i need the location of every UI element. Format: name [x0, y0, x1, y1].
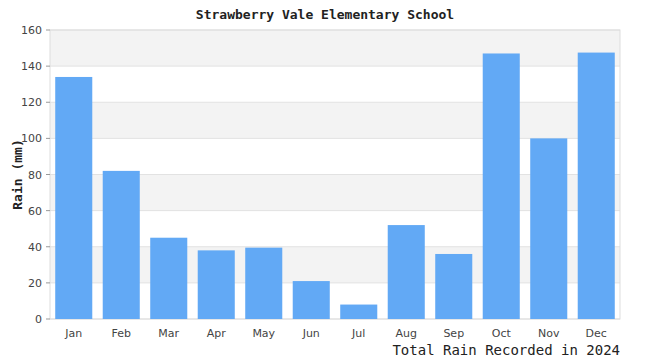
- x-tick-label: May: [252, 327, 275, 340]
- y-tick: [46, 319, 50, 320]
- title: Strawberry Vale Elementary School: [196, 7, 454, 22]
- y-tick: [46, 246, 50, 247]
- page: {"chart_data": {"type": "bar", "title": …: [0, 0, 650, 360]
- bar: [293, 281, 330, 319]
- grid-band: [50, 102, 620, 138]
- bar: [150, 238, 187, 319]
- bar: [578, 53, 615, 319]
- y-tick-label: 40: [28, 241, 42, 254]
- grid-line: [50, 102, 620, 103]
- x-tick-label: Apr: [207, 327, 227, 340]
- bar: [245, 248, 282, 319]
- y-tick: [46, 102, 50, 103]
- x-axis-label: Total Rain Recorded in 2024: [392, 342, 620, 358]
- x-tick-label: Nov: [538, 327, 560, 340]
- y-tick: [46, 210, 50, 211]
- y-tick: [46, 282, 50, 283]
- x-tick-label: Jan: [64, 327, 82, 340]
- chart-container: 020406080100120140160JanFebMarAprMayJunJ…: [0, 0, 650, 360]
- bar: [55, 77, 92, 319]
- x-tick-label: Feb: [112, 327, 131, 340]
- y-tick: [46, 66, 50, 67]
- y-tick-label: 120: [21, 96, 42, 109]
- y-tick-label: 140: [21, 60, 42, 73]
- bar: [435, 254, 472, 319]
- y-tick: [46, 174, 50, 175]
- bar: [530, 138, 567, 319]
- x-tick-label: Oct: [492, 327, 512, 340]
- bar: [103, 171, 140, 319]
- x-tick-label: Mar: [158, 327, 179, 340]
- x-tick-label: Aug: [396, 327, 417, 340]
- y-tick-label: 0: [35, 313, 42, 326]
- plot-frame: [50, 30, 620, 319]
- chart-svg: 020406080100120140160JanFebMarAprMayJunJ…: [0, 0, 650, 360]
- y-tick: [46, 138, 50, 139]
- x-tick-label: Sep: [443, 327, 464, 340]
- bar: [340, 305, 377, 319]
- x-tick-label: Jun: [302, 327, 320, 340]
- y-axis-label: Rain (mm): [10, 139, 25, 209]
- y-tick-label: 20: [28, 277, 42, 290]
- grid-line: [50, 66, 620, 67]
- grid-band: [50, 30, 620, 66]
- y-tick-label: 60: [28, 205, 42, 218]
- y-tick-label: 160: [21, 24, 42, 37]
- bar: [198, 250, 235, 319]
- bar: [388, 225, 425, 319]
- y-tick-label: 80: [28, 169, 42, 182]
- y-tick: [46, 30, 50, 31]
- x-tick-label: Dec: [586, 327, 607, 340]
- bars: [55, 53, 615, 319]
- bar: [483, 53, 520, 319]
- x-tick-label: Jul: [351, 327, 365, 340]
